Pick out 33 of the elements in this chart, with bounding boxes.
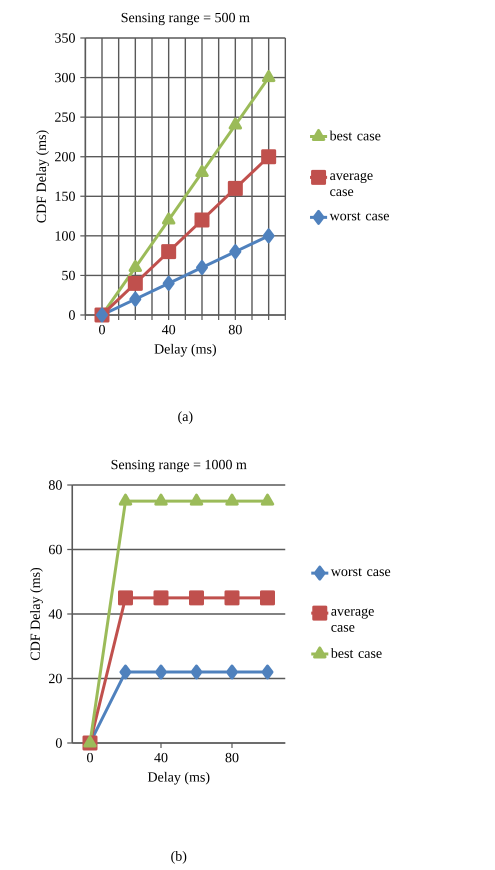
y-tick-label: 250 bbox=[55, 112, 75, 122]
y-tick-label: 100 bbox=[56, 231, 75, 241]
text: (b) bbox=[171, 851, 186, 864]
x-tick-label: 80 bbox=[228, 324, 242, 334]
legend-label: average case bbox=[330, 172, 373, 196]
x-tick-label: 0 bbox=[99, 324, 105, 334]
y-axis-title: CDF Delay (ms) bbox=[30, 568, 43, 660]
y-axis-title: CDF Delay (ms) bbox=[36, 130, 49, 223]
x-tick-label: 40 bbox=[154, 752, 168, 762]
legend-label: worst case bbox=[330, 568, 390, 576]
legend-label: average case bbox=[331, 608, 374, 632]
y-tick-label: 0 bbox=[56, 738, 62, 748]
y-tick-label: 350 bbox=[55, 33, 75, 43]
text: (a) bbox=[178, 411, 192, 424]
legend-label: best case bbox=[330, 648, 382, 658]
x-tick-label: 80 bbox=[226, 752, 238, 762]
y-tick-label: 80 bbox=[48, 480, 62, 490]
chart-title: Sensing range = 500 m bbox=[122, 12, 250, 26]
y-tick-label: 50 bbox=[62, 270, 75, 280]
legend-label: best case bbox=[330, 130, 380, 140]
y-tick-label: 300 bbox=[55, 72, 75, 82]
y-tick-label: 60 bbox=[48, 544, 62, 554]
x-tick-label: 40 bbox=[162, 324, 176, 334]
chart-title: Sensing range = 1000 m bbox=[112, 460, 247, 472]
x-axis-title: Delay (ms) bbox=[154, 344, 216, 357]
y-tick-label: 40 bbox=[48, 609, 62, 619]
x-tick-label: 0 bbox=[87, 752, 93, 762]
y-tick-label: 200 bbox=[55, 152, 75, 162]
y-tick-label: 150 bbox=[56, 192, 75, 202]
y-tick-label: 0 bbox=[68, 310, 75, 320]
y-tick-label: 20 bbox=[48, 674, 62, 684]
x-axis-title: Delay (ms) bbox=[148, 772, 210, 785]
legend-label: worst case bbox=[330, 212, 389, 220]
